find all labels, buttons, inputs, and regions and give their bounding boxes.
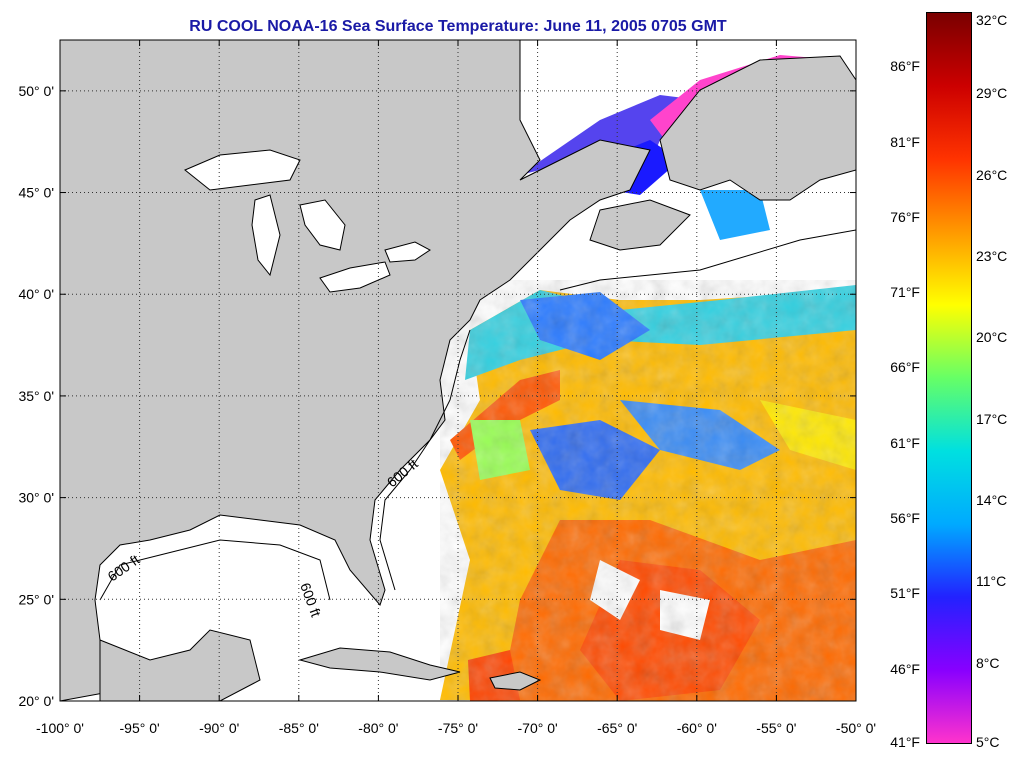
colorbar-fahrenheit-label: 51°F: [890, 585, 920, 602]
colorbar-celsius-label: 5°C: [976, 734, 1000, 750]
colorbar-celsius-label: 11°C: [976, 573, 1007, 590]
great-lakes: [184, 149, 431, 293]
colorbar: [926, 12, 972, 744]
colorbar-celsius-label: 8°C: [976, 654, 1000, 671]
colorbar-fahrenheit-label: 66°F: [890, 359, 920, 376]
isobath-600ft: [99, 229, 856, 601]
lat-label: 50° 0': [18, 83, 54, 99]
lon-label: -65° 0': [597, 720, 637, 736]
lon-label: -85° 0': [279, 720, 319, 736]
lon-label: -100° 0': [36, 720, 84, 736]
colorbar-celsius-label: 29°C: [976, 85, 1008, 102]
lon-label: -55° 0': [756, 720, 796, 736]
colorbar-celsius-label: 32°C: [976, 12, 1008, 28]
colorbar-celsius-label: 14°C: [976, 492, 1008, 508]
lon-label: -95° 0': [120, 720, 160, 736]
colorbar-fahrenheit-label: 61°F: [890, 434, 920, 451]
colorbar-fahrenheit-label: 56°F: [890, 510, 920, 527]
lat-label: 45° 0': [18, 185, 54, 201]
colorbar-fahrenheit-label: 86°F: [890, 58, 920, 75]
colorbar-fahrenheit-label: 76°F: [890, 208, 920, 225]
lon-label: -90° 0': [199, 720, 239, 736]
lon-label: -50° 0': [836, 720, 876, 736]
lat-label: 30° 0': [18, 490, 54, 506]
colorbar-fahrenheit-label: 46°F: [890, 660, 920, 677]
lon-label: -70° 0': [518, 720, 558, 736]
lon-label: -80° 0': [358, 720, 398, 736]
sst-swath: [440, 55, 856, 701]
map-title: RU COOL NOAA-16 Sea Surface Temperature:…: [189, 18, 727, 35]
lat-label: 20° 0': [18, 693, 54, 709]
axes: -100° 0' -95° 0' -90° 0' -85° 0' -80° 0' -75°…: [18, 40, 876, 736]
colorbar-celsius-label: 23°C: [976, 248, 1008, 264]
land: [60, 40, 856, 701]
colorbar-celsius-label: 17°C: [976, 410, 1008, 427]
graticule: [60, 40, 856, 701]
lon-label: -75° 0': [438, 720, 478, 736]
colorbar-fahrenheit-label: 81°F: [890, 133, 920, 150]
colorbar-fahrenheit-label: 41°F: [890, 734, 920, 750]
lat-label: 35° 0': [18, 388, 54, 404]
lat-label: 25° 0': [18, 591, 54, 607]
lon-label: -60° 0': [677, 720, 717, 736]
colorbar-celsius-label: 26°C: [976, 166, 1008, 183]
colorbar-celsius-label: 20°C: [976, 329, 1008, 346]
lat-label: 40° 0': [18, 286, 54, 302]
colorbar-fahrenheit-label: 71°F: [890, 284, 920, 301]
